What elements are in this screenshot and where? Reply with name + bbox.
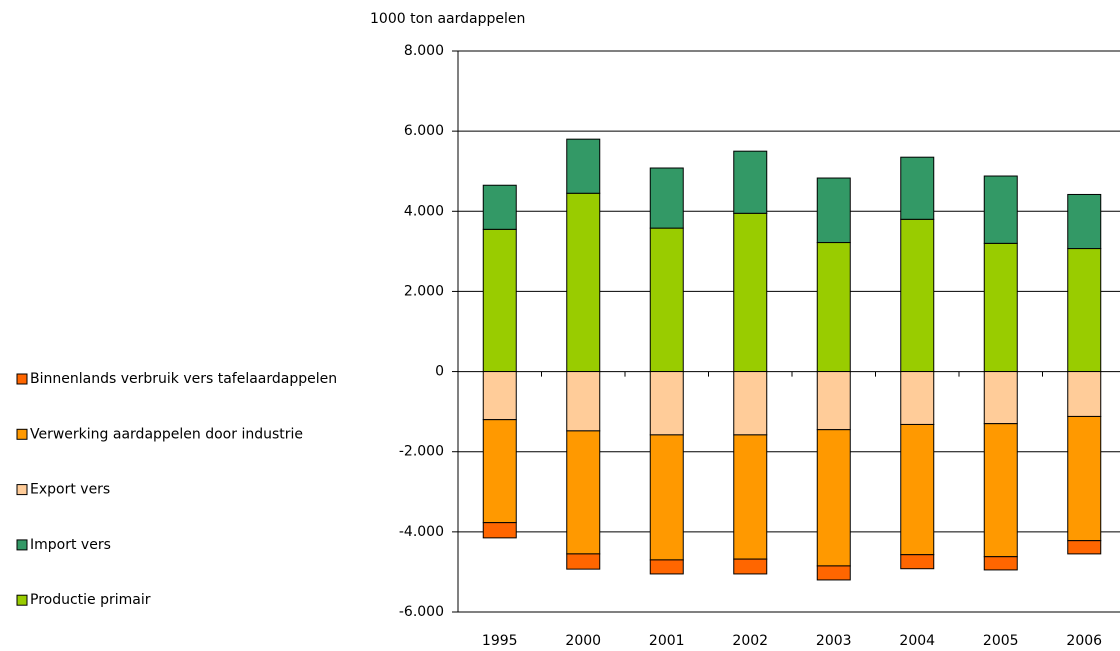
bar-segment	[1067, 371, 1102, 417]
y-tick-label: -6.000	[399, 604, 444, 620]
bar-segment	[733, 434, 768, 560]
bar-segment	[900, 218, 935, 373]
bar-segment	[482, 228, 517, 373]
y-tick-label: 4.000	[404, 203, 444, 219]
legend-swatch	[16, 484, 28, 496]
axis-label: 1000 ton aardappelen	[370, 11, 525, 27]
legend-swatch	[16, 594, 28, 606]
y-tick-label: -4.000	[399, 524, 444, 540]
bar-segment	[649, 227, 684, 373]
y-tick-label: 2.000	[404, 283, 444, 299]
y-tick-label: 8.000	[404, 43, 444, 59]
bar-segment	[649, 434, 684, 561]
y-tick-label: -2.000	[399, 444, 444, 460]
bar-segment	[566, 430, 601, 555]
bar-segment	[733, 212, 768, 373]
y-tick-label: 0	[435, 364, 444, 380]
bar-segment	[1067, 415, 1102, 542]
bar-segment	[733, 558, 768, 575]
legend-label: Productie primair	[30, 592, 151, 608]
legend-label: Binnenlands verbruik vers tafelaardappel…	[30, 371, 337, 387]
bar-segment	[900, 371, 935, 425]
x-tick-label: 2003	[816, 633, 852, 649]
bar-segment	[1067, 193, 1102, 250]
bar-segment	[900, 423, 935, 556]
bar-segment	[900, 156, 935, 220]
bar-segment	[816, 242, 851, 373]
x-tick-label: 1995	[482, 633, 518, 649]
bar-segment	[733, 371, 768, 436]
bar-segment	[1067, 540, 1102, 555]
bar-segment	[983, 423, 1018, 558]
x-tick-label: 2001	[649, 633, 685, 649]
legend-swatch	[16, 539, 28, 551]
bar-segment	[566, 138, 601, 194]
legend-swatch	[16, 373, 28, 385]
bar-segment	[482, 371, 517, 421]
bar-segment	[649, 371, 684, 436]
legend-label: Import vers	[30, 537, 111, 553]
x-tick-label: 2005	[983, 633, 1019, 649]
bar-segment	[566, 553, 601, 570]
bar-segment	[733, 150, 768, 214]
bar-segment	[482, 184, 517, 230]
bar-segment	[816, 371, 851, 431]
bar-segment	[983, 371, 1018, 425]
bar-segment	[1067, 248, 1102, 373]
x-tick-label: 2004	[899, 633, 935, 649]
x-tick-label: 2000	[565, 633, 601, 649]
bar-segment	[816, 565, 851, 581]
bar-segment	[816, 177, 851, 244]
bar-segment	[983, 175, 1018, 244]
bar-segment	[983, 556, 1018, 571]
legend-label: Verwerking aardappelen door industrie	[30, 426, 303, 442]
bar-segment	[482, 522, 517, 539]
bar-segment	[900, 554, 935, 570]
bar-segment	[649, 167, 684, 229]
bar-segment	[566, 192, 601, 373]
x-tick-label: 2006	[1066, 633, 1102, 649]
x-tick-label: 2002	[732, 633, 768, 649]
bar-segment	[566, 371, 601, 432]
bar-segment	[482, 419, 517, 524]
bar-segment	[649, 559, 684, 575]
y-tick-label: 6.000	[404, 123, 444, 139]
bar-segment	[983, 242, 1018, 373]
legend-label: Export vers	[30, 482, 110, 498]
bar-segment	[816, 429, 851, 567]
legend-swatch	[16, 428, 28, 440]
